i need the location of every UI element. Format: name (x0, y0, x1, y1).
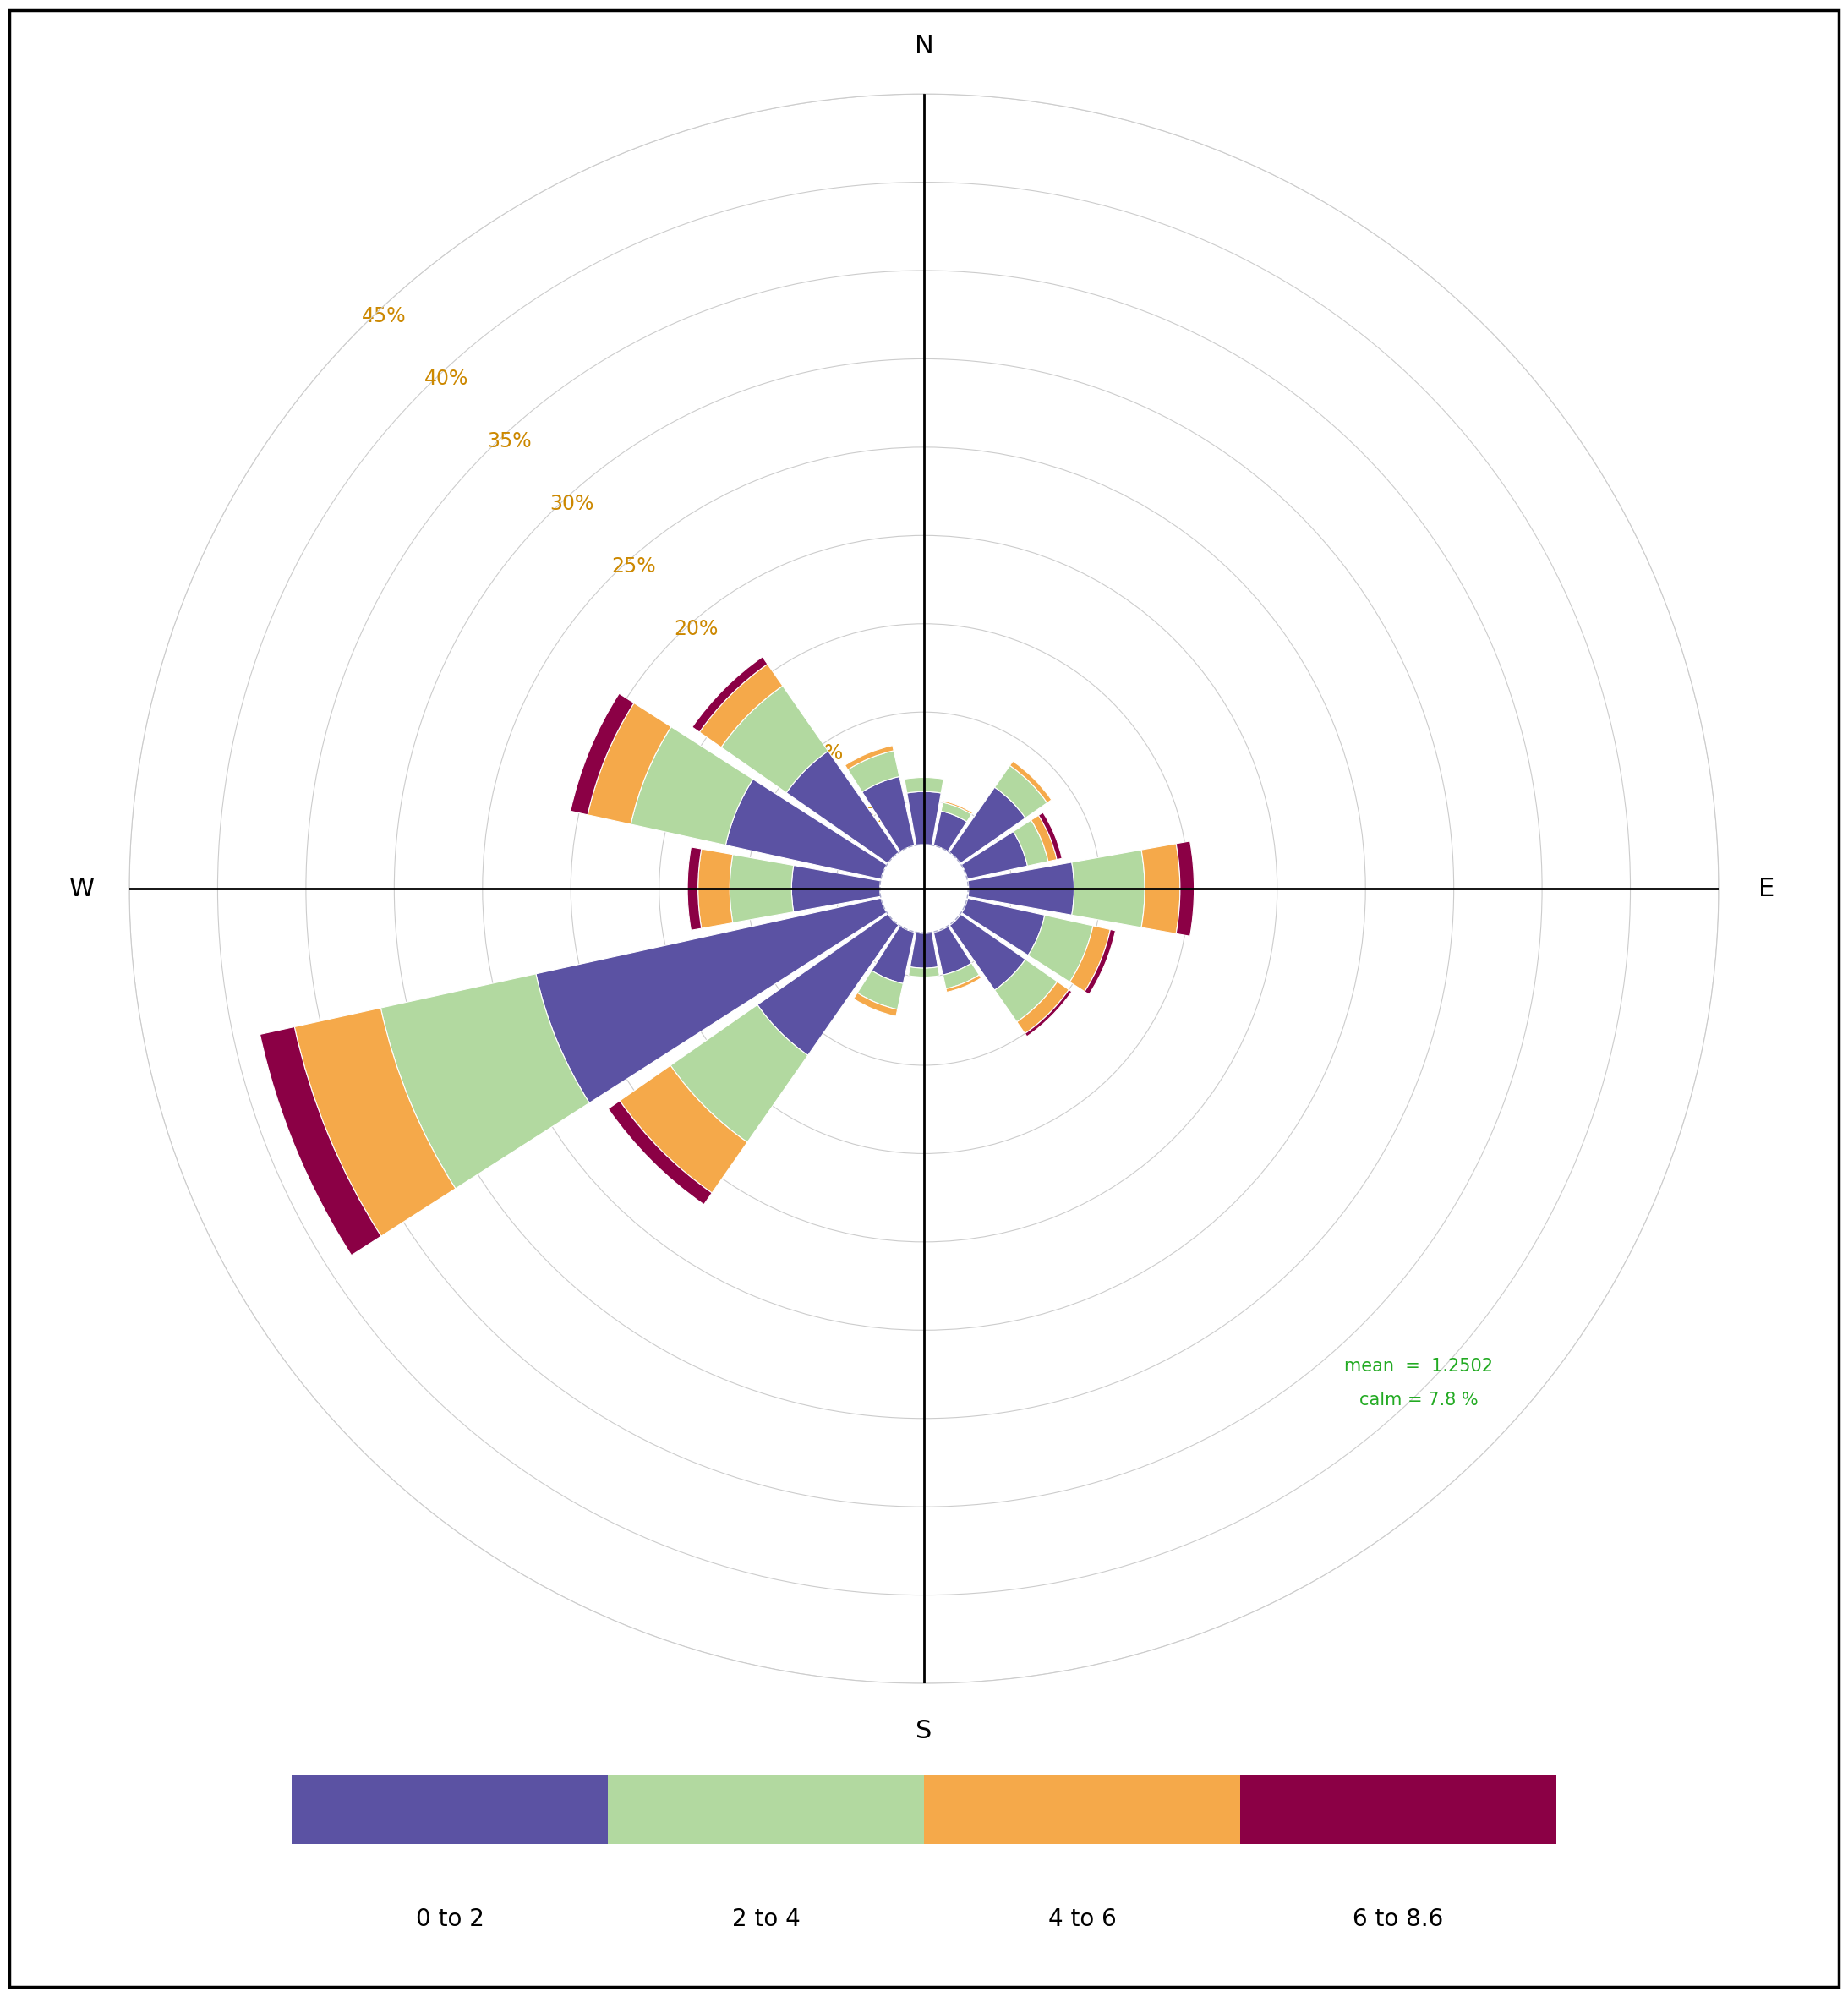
Bar (1072, 851, 1144, 927)
Text: N: N (915, 34, 933, 58)
Bar (1013, 821, 1048, 867)
Bar (1027, 915, 1092, 983)
Bar (693, 657, 767, 733)
Text: E: E (1757, 877, 1774, 901)
Bar (699, 665, 784, 747)
Bar (857, 971, 904, 1008)
Bar (924, 1775, 1240, 1843)
Bar (942, 963, 979, 989)
Bar (907, 791, 941, 845)
Bar (941, 803, 972, 821)
Bar (872, 927, 915, 985)
Bar (961, 899, 1044, 955)
Bar (787, 751, 898, 863)
Text: S: S (917, 1719, 931, 1743)
Text: 2 to 4: 2 to 4 (732, 1907, 800, 1931)
Bar (946, 975, 981, 993)
Bar (961, 831, 1027, 879)
Bar (1175, 841, 1194, 937)
Bar (292, 1775, 608, 1843)
Bar (536, 899, 887, 1102)
Bar (1070, 927, 1111, 991)
Bar (726, 779, 887, 879)
Bar (758, 915, 898, 1054)
Bar (571, 693, 634, 815)
Bar (994, 959, 1057, 1022)
Bar (1026, 991, 1072, 1036)
Bar (909, 933, 939, 969)
Bar (608, 1775, 924, 1843)
Bar (791, 865, 880, 913)
Bar (699, 849, 734, 929)
Bar (687, 847, 702, 931)
Bar (619, 1064, 747, 1192)
Text: 6 to 8.6: 6 to 8.6 (1353, 1907, 1443, 1931)
Bar (588, 703, 671, 825)
Bar (933, 811, 967, 851)
Bar (261, 1026, 381, 1256)
Bar (863, 777, 915, 851)
Bar (845, 745, 894, 769)
Bar (630, 727, 752, 845)
Bar (942, 801, 972, 815)
Bar (968, 863, 1074, 915)
Text: 0 to 2: 0 to 2 (416, 1907, 484, 1931)
Bar (909, 967, 939, 977)
Bar (381, 975, 590, 1188)
Bar (294, 1008, 455, 1236)
Bar (950, 915, 1026, 991)
Bar (730, 855, 793, 923)
Bar (1009, 761, 1052, 803)
Bar (950, 787, 1026, 863)
Bar (671, 1004, 808, 1142)
Bar (1085, 929, 1116, 995)
Bar (721, 685, 828, 793)
Text: W: W (68, 877, 94, 901)
Bar (848, 751, 900, 793)
Bar (854, 993, 898, 1016)
Bar (933, 927, 972, 975)
Text: mean  =  1.2502
calm = 7.8 %: mean = 1.2502 calm = 7.8 % (1343, 1358, 1493, 1408)
Bar (1031, 815, 1057, 861)
Bar (608, 1100, 711, 1204)
Bar (1142, 843, 1181, 935)
Bar (994, 765, 1048, 819)
Bar (904, 777, 944, 793)
Bar (1240, 1775, 1556, 1843)
Text: 4 to 6: 4 to 6 (1048, 1907, 1116, 1931)
Bar (1039, 813, 1063, 859)
Bar (1016, 983, 1068, 1034)
